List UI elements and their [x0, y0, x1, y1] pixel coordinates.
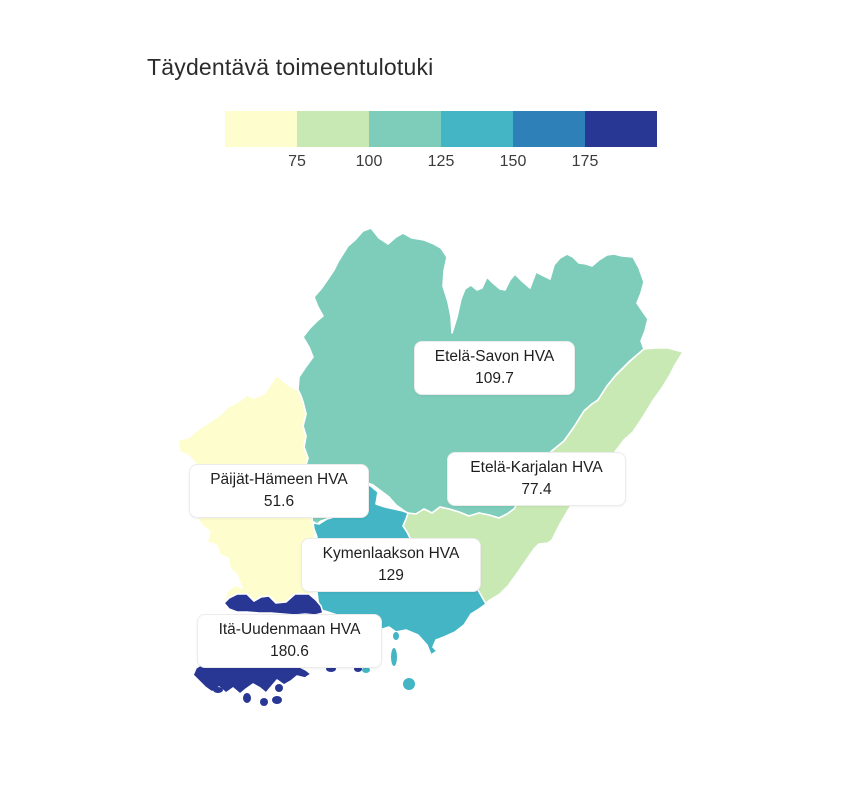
- legend-segment-4: [441, 111, 513, 147]
- island: [272, 696, 282, 704]
- island: [403, 678, 415, 690]
- legend-tick-label: 100: [355, 153, 383, 170]
- legend-ticks: 75 100 125 150 175: [225, 147, 657, 173]
- island: [275, 684, 283, 692]
- legend-tick-label: 150: [499, 153, 527, 170]
- legend: 75 100 125 150 175: [225, 111, 657, 173]
- region-name: Kymenlaakson HVA: [322, 545, 460, 562]
- legend-segment-5: [513, 111, 585, 147]
- island: [213, 687, 223, 693]
- legend-segment-6: [585, 111, 657, 147]
- legend-segment-2: [297, 111, 369, 147]
- region-name: Päijät-Hämeen HVA: [210, 471, 348, 488]
- legend-tick-label: 75: [288, 153, 306, 170]
- island: [393, 632, 399, 640]
- chart-title: Täydentävä toimeentulotuki: [147, 54, 434, 80]
- island: [243, 693, 251, 703]
- island: [260, 698, 268, 706]
- region-name: Itä-Uudenmaan HVA: [218, 621, 361, 638]
- region-value: 51.6: [263, 493, 295, 510]
- region-value: 77.4: [521, 481, 552, 498]
- map-label-kymenlaakso: Kymenlaakson HVA 129: [301, 538, 481, 592]
- legend-segment-1: [225, 111, 297, 147]
- legend-segment-3: [369, 111, 441, 147]
- map-label-etela-karjala: Etelä-Karjalan HVA 77.4: [447, 452, 626, 506]
- map-label-paijat-hame: Päijät-Hämeen HVA 51.6: [189, 464, 369, 518]
- map-label-etela-savo: Etelä-Savon HVA 109.7: [414, 341, 575, 395]
- region-value: 180.6: [270, 643, 309, 660]
- archipelago-islands: [213, 632, 415, 706]
- region-value: 109.7: [475, 370, 514, 387]
- island: [362, 667, 370, 673]
- region-name: Etelä-Karjalan HVA: [470, 459, 603, 476]
- legend-tick-label: 125: [427, 153, 455, 170]
- map-label-ita-uusimaa: Itä-Uudenmaan HVA 180.6: [197, 614, 382, 668]
- region-name: Etelä-Savon HVA: [434, 348, 555, 365]
- region-value: 129: [378, 567, 404, 584]
- legend-colorbar: [225, 111, 657, 147]
- legend-tick-label: 175: [571, 153, 599, 170]
- island: [391, 648, 397, 666]
